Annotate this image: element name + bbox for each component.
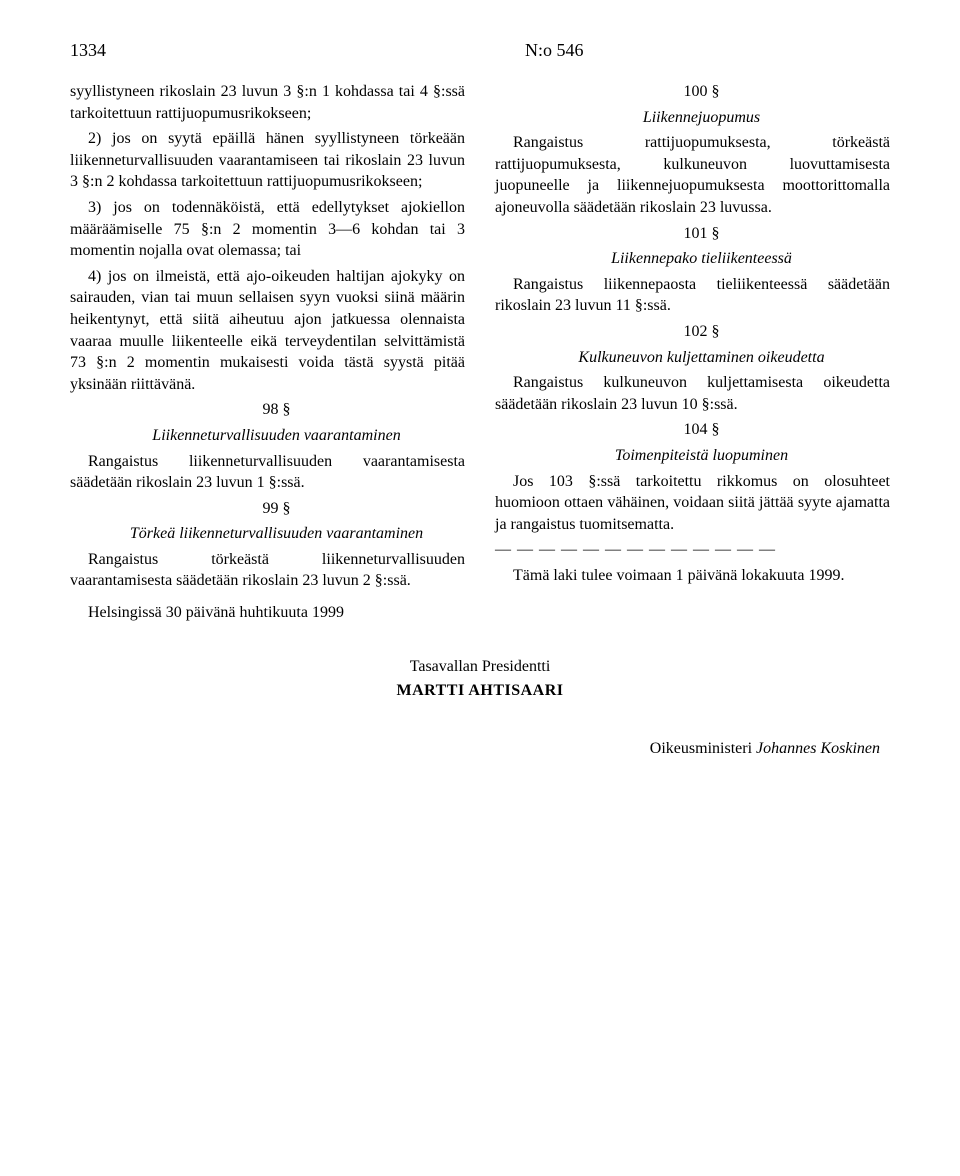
section-98-body: Rangaistus liikenneturvallisuuden vaaran… xyxy=(70,451,465,494)
minister-name: Johannes Koskinen xyxy=(756,740,880,757)
section-104-title: Toimenpiteistä luopuminen xyxy=(495,445,890,467)
separator-dashes: — — — — — — — — — — — — — xyxy=(495,539,890,561)
section-101-title: Liikennepako tieliikenteessä xyxy=(495,248,890,270)
section-104-body: Jos 103 §:ssä tarkoitettu rikkomus on ol… xyxy=(495,471,890,536)
president-label: Tasavallan Presidentti xyxy=(70,658,890,676)
left-p4: 4) jos on ilmeistä, että ajo-oikeuden ha… xyxy=(70,266,465,396)
final-clause: Tämä laki tulee voimaan 1 päivänä lokaku… xyxy=(495,565,890,587)
section-99-num: 99 § xyxy=(70,498,465,520)
left-column: syyllistyneen rikoslain 23 luvun 3 §:n 1… xyxy=(70,81,465,628)
footer-block: Tasavallan Presidentti MARTTI AHTISAARI xyxy=(70,658,890,700)
right-column: 100 § Liikennejuopumus Rangaistus rattij… xyxy=(495,81,890,628)
section-104-num: 104 § xyxy=(495,419,890,441)
signed-location: Helsingissä 30 päivänä huhtikuuta 1999 xyxy=(70,602,465,624)
section-101-body: Rangaistus liikennepaosta tieliikenteess… xyxy=(495,274,890,317)
section-102-num: 102 § xyxy=(495,321,890,343)
page-container: 1334 N:o 546 syyllistyneen rikoslain 23 … xyxy=(0,0,960,808)
header-row: 1334 N:o 546 xyxy=(70,40,890,61)
columns-wrapper: syyllistyneen rikoslain 23 luvun 3 §:n 1… xyxy=(70,81,890,628)
minister-line: Oikeusministeri Johannes Koskinen xyxy=(70,740,890,758)
section-100-title: Liikennejuopumus xyxy=(495,107,890,129)
left-p1: syyllistyneen rikoslain 23 luvun 3 §:n 1… xyxy=(70,81,465,124)
section-102-body: Rangaistus kulkuneuvon kuljettamisesta o… xyxy=(495,372,890,415)
section-102-title: Kulkuneuvon kuljettaminen oikeudetta xyxy=(495,347,890,369)
doc-number: N:o 546 xyxy=(435,40,890,61)
page-number: 1334 xyxy=(70,40,435,61)
minister-label: Oikeusministeri xyxy=(650,740,752,757)
section-101-num: 101 § xyxy=(495,223,890,245)
section-100-num: 100 § xyxy=(495,81,890,103)
section-98-num: 98 § xyxy=(70,399,465,421)
section-98-title: Liikenneturvallisuuden vaarantaminen xyxy=(70,425,465,447)
section-99-body: Rangaistus törkeästä liikenneturvallisuu… xyxy=(70,549,465,592)
president-name: MARTTI AHTISAARI xyxy=(70,682,890,700)
section-100-body: Rangaistus rattijuopumuksesta, törkeästä… xyxy=(495,132,890,218)
left-p2: 2) jos on syytä epäillä hänen syyllistyn… xyxy=(70,128,465,193)
section-99-title: Törkeä liikenneturvallisuuden vaarantami… xyxy=(70,523,465,545)
left-p3: 3) jos on todennäköistä, että edellytyks… xyxy=(70,197,465,262)
